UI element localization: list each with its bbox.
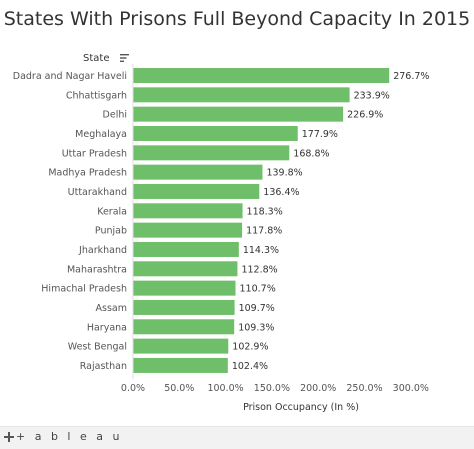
bar-value-label: 109.7% bbox=[239, 303, 275, 314]
bar[interactable] bbox=[133, 241, 239, 257]
x-tick-label: 250.0% bbox=[346, 383, 382, 394]
bar[interactable] bbox=[133, 203, 243, 219]
bar-value-label: 177.9% bbox=[302, 129, 338, 140]
state-axis-header[interactable]: State bbox=[83, 53, 110, 64]
category-label: Himachal Pradesh bbox=[41, 284, 127, 295]
x-tick-label: 150.0% bbox=[254, 383, 290, 394]
bar-value-label: 110.7% bbox=[240, 284, 276, 295]
category-label: Uttarakhand bbox=[68, 187, 127, 198]
bar-value-label: 117.8% bbox=[246, 226, 282, 237]
bar-value-label: 139.8% bbox=[266, 168, 302, 179]
bar[interactable] bbox=[133, 164, 263, 180]
category-label: Delhi bbox=[103, 110, 127, 121]
category-label: Meghalaya bbox=[75, 129, 127, 140]
bar-value-label: 136.4% bbox=[263, 187, 299, 198]
bar[interactable] bbox=[133, 222, 243, 238]
x-tick-label: 50.0% bbox=[164, 383, 194, 394]
tableau-footer[interactable]: + a b l e a u bbox=[0, 426, 474, 449]
x-tick-label: 300.0% bbox=[393, 383, 429, 394]
bar[interactable] bbox=[133, 145, 290, 161]
chart-title: States With Prisons Full Beyond Capacity… bbox=[3, 8, 471, 30]
category-label: Dadra and Nagar Haveli bbox=[13, 71, 127, 82]
category-label: Uttar Pradesh bbox=[62, 148, 127, 159]
category-label: West Bengal bbox=[68, 342, 127, 353]
bar[interactable] bbox=[133, 125, 298, 141]
bar[interactable] bbox=[133, 183, 260, 199]
category-label: Haryana bbox=[87, 322, 127, 333]
bar[interactable] bbox=[133, 357, 228, 373]
bar[interactable] bbox=[133, 106, 344, 122]
bar[interactable] bbox=[133, 280, 236, 296]
bar[interactable] bbox=[133, 299, 235, 315]
bar-value-label: 118.3% bbox=[247, 206, 283, 217]
x-tick-label: 0.0% bbox=[121, 383, 145, 394]
bar[interactable] bbox=[133, 261, 238, 277]
bar-value-label: 276.7% bbox=[393, 71, 429, 82]
category-label: Kerala bbox=[97, 206, 127, 217]
bar-value-label: 109.3% bbox=[238, 322, 274, 333]
tableau-logo-text: + a b l e a u bbox=[16, 430, 123, 443]
x-axis-title: Prison Occupancy (In %) bbox=[243, 402, 359, 413]
bar-value-label: 168.8% bbox=[293, 148, 329, 159]
bar-value-label: 226.9% bbox=[347, 110, 383, 121]
category-label: Punjab bbox=[95, 226, 127, 237]
category-label: Madhya Pradesh bbox=[48, 168, 127, 179]
bar-chart: Dadra and Nagar Haveli 276.7% Chhattisgarh… bbox=[13, 64, 429, 413]
x-tick-label: 100.0% bbox=[207, 383, 243, 394]
category-label: Jharkhand bbox=[78, 245, 127, 256]
category-label: Assam bbox=[96, 303, 127, 314]
bar-value-label: 233.9% bbox=[354, 90, 390, 101]
tableau-logo-icon bbox=[4, 432, 14, 442]
bar[interactable] bbox=[133, 68, 390, 83]
bar[interactable] bbox=[133, 87, 350, 103]
category-label: Rajasthan bbox=[80, 361, 127, 372]
bar[interactable] bbox=[133, 338, 229, 354]
bar-value-label: 102.9% bbox=[232, 342, 268, 353]
x-tick-label: 200.0% bbox=[300, 383, 336, 394]
category-label: Maharashtra bbox=[67, 264, 127, 275]
bar-value-label: 102.4% bbox=[232, 361, 268, 372]
category-label: Chhattisgarh bbox=[66, 90, 127, 101]
bar-value-label: 112.8% bbox=[241, 264, 277, 275]
bar-value-label: 114.3% bbox=[243, 245, 279, 256]
bar[interactable] bbox=[133, 319, 235, 335]
sort-descending-icon[interactable] bbox=[120, 54, 130, 63]
